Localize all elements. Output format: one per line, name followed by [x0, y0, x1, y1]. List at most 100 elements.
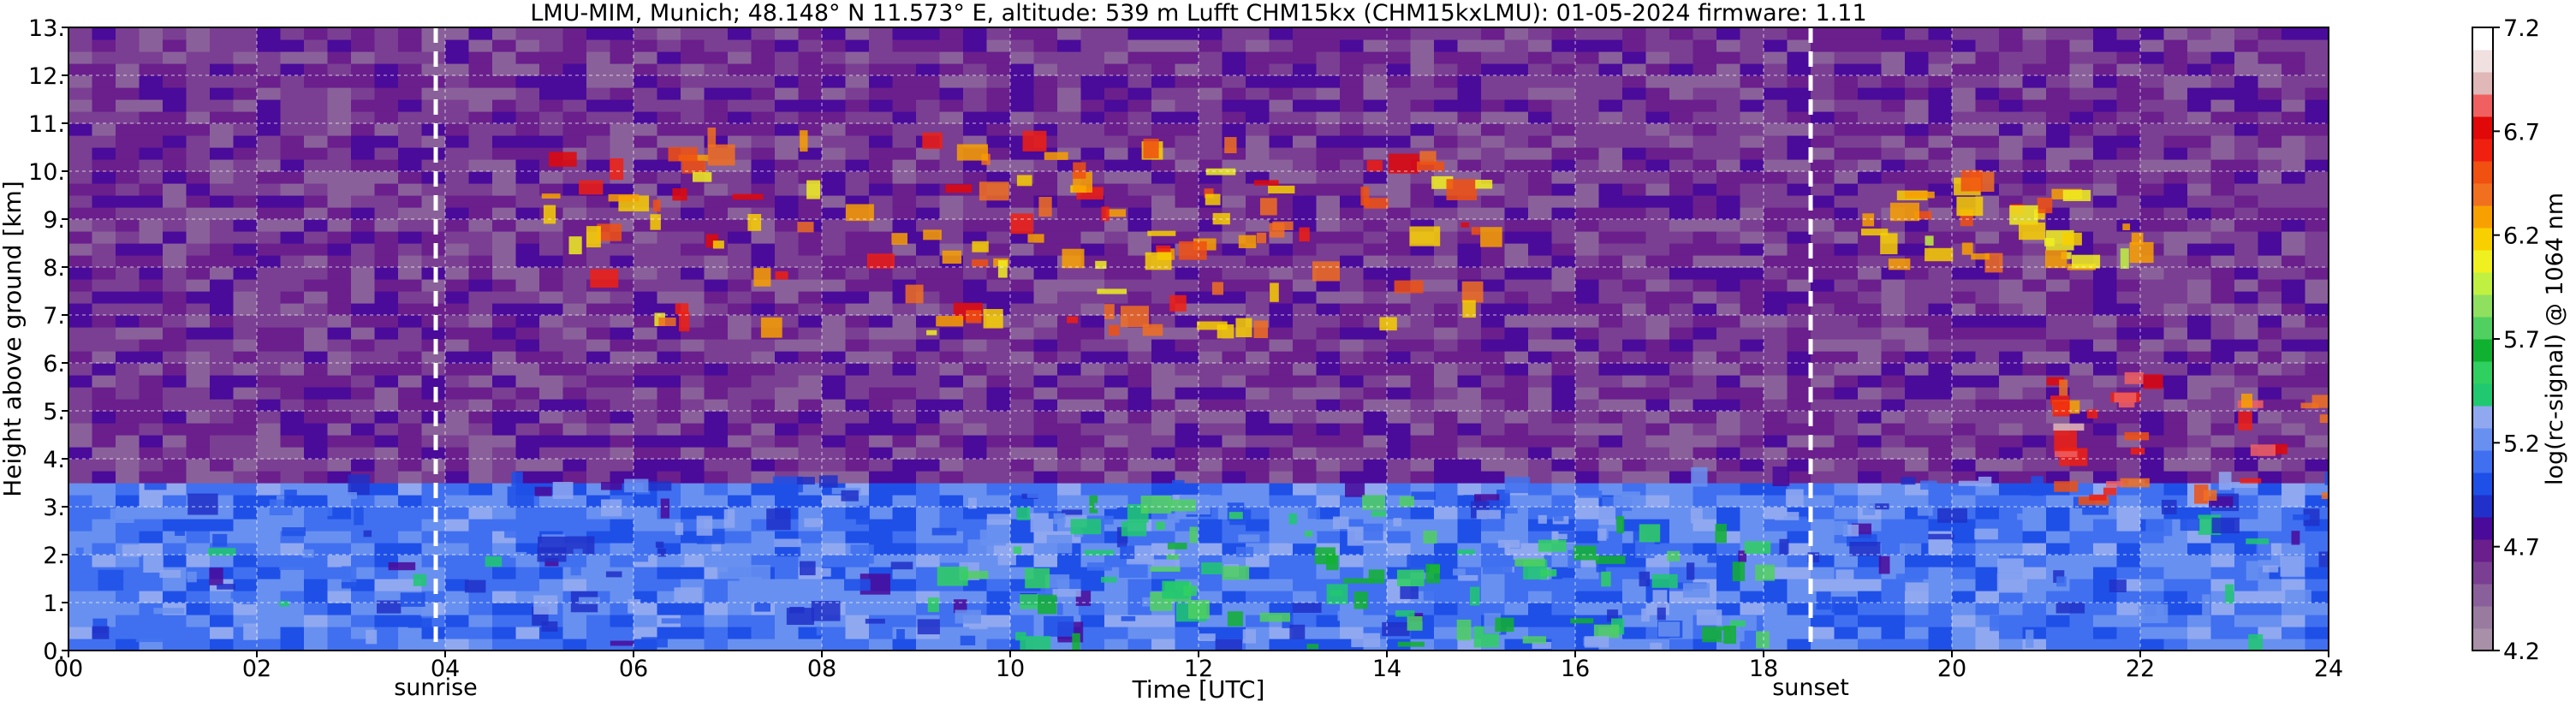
- heatmap-cell: [1858, 99, 1883, 112]
- heatmap-cell: [2305, 639, 2329, 651]
- heatmap-cell: [515, 267, 540, 280]
- heatmap-cell: [2305, 207, 2329, 220]
- heatmap-cell: [92, 375, 116, 388]
- heatmap-cell: [1858, 267, 1883, 280]
- heatmap-cell: [1127, 579, 1152, 591]
- heatmap-cell: [1787, 39, 1812, 52]
- heatmap-cell: [2305, 147, 2329, 160]
- heatmap-cell: [775, 231, 800, 244]
- heatmap-cell: [210, 471, 235, 484]
- heatmap-cell: [1575, 459, 1600, 472]
- heatmap-cell: [1340, 459, 1365, 472]
- heatmap-cell: [1787, 387, 1812, 400]
- heatmap-cell: [681, 387, 705, 400]
- heatmap-cell: [2022, 327, 2047, 340]
- heatmap-cell: [892, 27, 917, 40]
- heatmap-cell: [1693, 567, 1717, 579]
- heatmap-cell: [586, 159, 611, 172]
- heatmap-cell: [327, 171, 352, 184]
- heatmap-cell: [1952, 51, 1977, 64]
- heatmap-cell: [986, 339, 1011, 352]
- heatmap-cell: [398, 327, 423, 340]
- heatmap-cell: [492, 399, 517, 412]
- heatmap-cell: [1410, 27, 1435, 40]
- heatmap-cell: [963, 519, 988, 532]
- heatmap-cell: [1716, 315, 1741, 328]
- heatmap-cell: [1645, 39, 1670, 52]
- heatmap-cell: [1975, 423, 2000, 436]
- heatmap-cell: [1716, 291, 1741, 304]
- heatmap-cell: [1764, 447, 1788, 460]
- heatmap-cell: [822, 291, 847, 304]
- heatmap-cell: [2163, 219, 2188, 232]
- heatmap-cell: [751, 615, 776, 627]
- heatmap-cell: [327, 339, 352, 352]
- heatmap-cell: [1905, 495, 1930, 508]
- heatmap-cell: [634, 303, 658, 316]
- heatmap-cell: [1033, 399, 1058, 412]
- heatmap-cell: [2140, 327, 2165, 340]
- heatmap-cell: [210, 219, 235, 232]
- heatmap-cell: [1645, 387, 1670, 400]
- heatmap-cell: [2305, 243, 2329, 256]
- heatmap-cell: [1764, 495, 1788, 508]
- heatmap-cell: [233, 519, 258, 532]
- heatmap-cell: [1598, 219, 1623, 232]
- heatmap-cell: [1622, 339, 1647, 352]
- heatmap-cell: [1787, 339, 1812, 352]
- heatmap-cell: [892, 267, 917, 280]
- heatmap-cell: [892, 111, 917, 124]
- heatmap-cell: [1575, 207, 1600, 220]
- heatmap-cell: [634, 495, 658, 508]
- heatmap-cell: [186, 399, 211, 412]
- heatmap-cell: [304, 447, 329, 460]
- heatmap-cell: [1057, 195, 1082, 208]
- heatmap-cell: [1764, 555, 1788, 567]
- heatmap-cell: [210, 267, 235, 280]
- heatmap-cell: [68, 171, 93, 184]
- heatmap-cell: [1975, 147, 2000, 160]
- heatmap-cell: [1693, 315, 1717, 328]
- heatmap-cell: [1952, 375, 1977, 388]
- heatmap-cell: [2210, 567, 2235, 579]
- heatmap-cell: [1127, 483, 1152, 496]
- heatmap-cell: [1834, 51, 1859, 64]
- heatmap-cell: [1340, 135, 1365, 148]
- heatmap-cell: [2210, 351, 2235, 364]
- heatmap-cell: [1457, 123, 1482, 136]
- heatmap-cell: [257, 639, 282, 651]
- heatmap-cell: [492, 411, 517, 424]
- heatmap-features: [75, 128, 2329, 651]
- heatmap-cell: [1858, 135, 1883, 148]
- heatmap-cell: [257, 519, 282, 532]
- heatmap-cell: [963, 591, 988, 603]
- heatmap-cell: [1975, 99, 2000, 112]
- heatmap-cell: [1481, 411, 1506, 424]
- heatmap-cell: [1811, 51, 1835, 64]
- heatmap-cell: [1669, 231, 1694, 244]
- heatmap-cell: [2116, 543, 2141, 556]
- heatmap-cell: [492, 207, 517, 220]
- heatmap-cell: [562, 435, 587, 448]
- heatmap-cell: [351, 495, 376, 508]
- heatmap-cell: [374, 351, 399, 364]
- heatmap-cell: [728, 495, 753, 508]
- heatmap-cell: [1151, 123, 1176, 136]
- heatmap-cell: [445, 411, 470, 424]
- heatmap-cell: [1434, 39, 1459, 52]
- heatmap-cell: [775, 495, 800, 508]
- heatmap-cell: [2234, 375, 2259, 388]
- heatmap-cell: [775, 255, 800, 268]
- heatmap-cell: [1622, 435, 1647, 448]
- heatmap-cell: [1740, 135, 1764, 148]
- heatmap-cell: [210, 39, 235, 52]
- heatmap-cell: [539, 27, 564, 40]
- heatmap-cell: [1528, 483, 1553, 496]
- heatmap-cell: [327, 555, 352, 567]
- heatmap-cell: [257, 87, 282, 100]
- heatmap-cell: [1080, 159, 1105, 172]
- heatmap-cell: [2187, 639, 2212, 651]
- heatmap-cell: [751, 627, 776, 639]
- heatmap-cell: [2163, 231, 2188, 244]
- heatmap-cell: [2022, 75, 2047, 88]
